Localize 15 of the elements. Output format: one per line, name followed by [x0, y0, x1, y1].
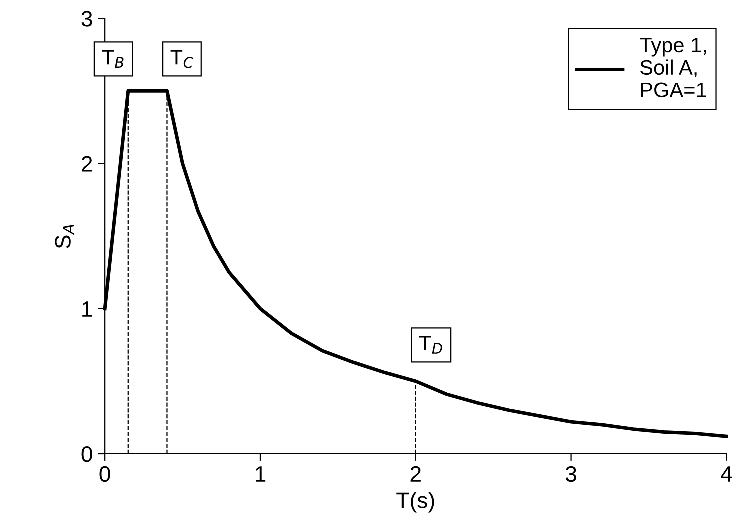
x-tick-label: 1 — [256, 466, 266, 482]
x-tick-label: 0 — [100, 466, 110, 482]
ref-line-label: T$_{B}$ — [102, 50, 124, 68]
ref-line-label: T$_{C}$ — [170, 50, 194, 68]
y-tick-label: 2 — [82, 156, 92, 172]
x-tick-label: 2 — [410, 466, 421, 482]
x-tick-label: 3 — [566, 466, 576, 482]
y-tick-label: 3 — [82, 11, 92, 27]
y-tick-label: 0 — [82, 446, 92, 462]
y-tick-label: 1 — [82, 302, 92, 317]
x-axis-title: T(s) — [396, 492, 434, 513]
legend-label: Type 1, Soil A, PGA=1 — [640, 38, 706, 98]
y-axis-title: S$_{A}$ — [55, 224, 74, 249]
x-tick-label: 4 — [721, 466, 732, 482]
ref-line-label: T$_{D}$ — [419, 336, 442, 354]
